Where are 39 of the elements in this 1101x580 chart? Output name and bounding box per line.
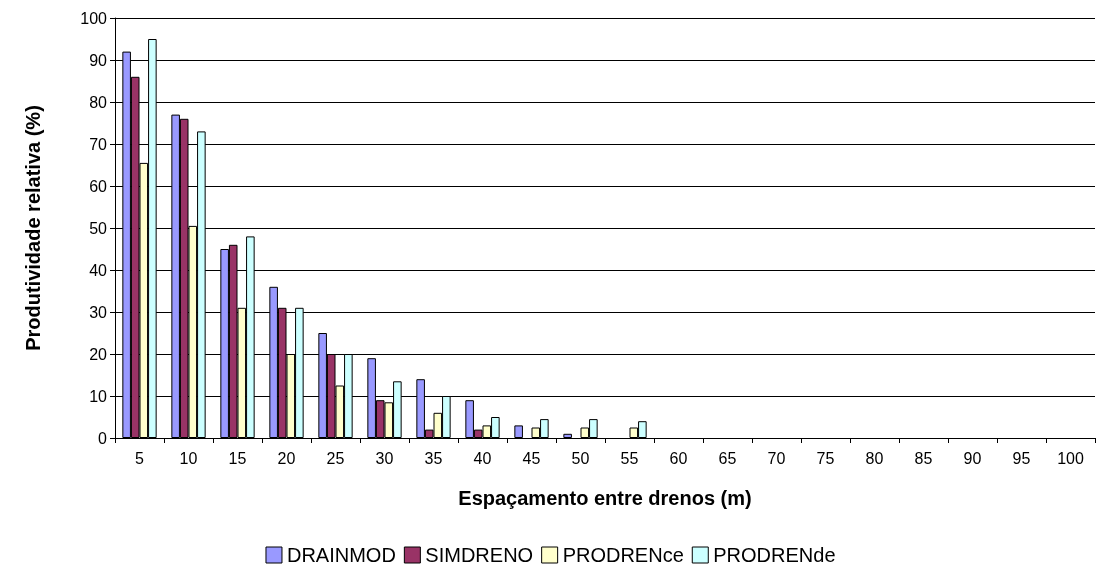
x-tick-label: 35 <box>424 449 443 467</box>
x-tick-label: 30 <box>375 449 394 467</box>
y-tick-label: 10 <box>89 387 108 405</box>
x-tick-label: 70 <box>767 449 786 467</box>
x-tick-label: 15 <box>228 449 247 467</box>
x-tick-label: 10 <box>179 449 198 467</box>
y-tick-label: 50 <box>89 219 108 237</box>
x-tick-label: 50 <box>571 449 590 467</box>
legend-label: PRODRENce <box>562 544 684 566</box>
x-tick-label: 65 <box>718 449 737 467</box>
x-tick-label: 55 <box>620 449 639 467</box>
legend-label: PRODRENde <box>713 544 836 566</box>
y-tick-label: 20 <box>89 345 108 363</box>
x-tick-label: 95 <box>1012 449 1031 467</box>
y-tick-label: 40 <box>89 261 108 279</box>
x-tick-label: 20 <box>277 449 296 467</box>
x-tick-label: 45 <box>522 449 541 467</box>
x-tick-label: 85 <box>914 449 933 467</box>
legend-label: SIMDRENO <box>425 544 534 566</box>
x-tick-label: 25 <box>326 449 345 467</box>
x-tick-label: 100 <box>1057 449 1084 467</box>
x-tick-label: 75 <box>816 449 835 467</box>
x-tick-label: 80 <box>865 449 884 467</box>
y-tick-label: 100 <box>80 9 108 27</box>
x-tick-label: 5 <box>135 449 145 467</box>
x-axis-title: Espaçamento entre drenos (m) <box>458 487 752 509</box>
bar <box>563 433 572 438</box>
legend-label: DRAINMOD <box>286 544 396 566</box>
x-tick-label: 60 <box>669 449 688 467</box>
y-tick-label: 30 <box>89 303 108 321</box>
x-tick-label: 40 <box>473 449 492 467</box>
x-tick-label: 90 <box>963 449 982 467</box>
bar <box>514 425 523 438</box>
y-tick-label: 80 <box>89 93 108 111</box>
y-tick-label: 60 <box>89 177 108 195</box>
y-tick-label: 0 <box>98 429 108 447</box>
y-tick-label: 70 <box>89 135 108 153</box>
y-axis-title: Produtividade relativa (%) <box>22 105 44 351</box>
y-tick-label: 90 <box>89 51 108 69</box>
